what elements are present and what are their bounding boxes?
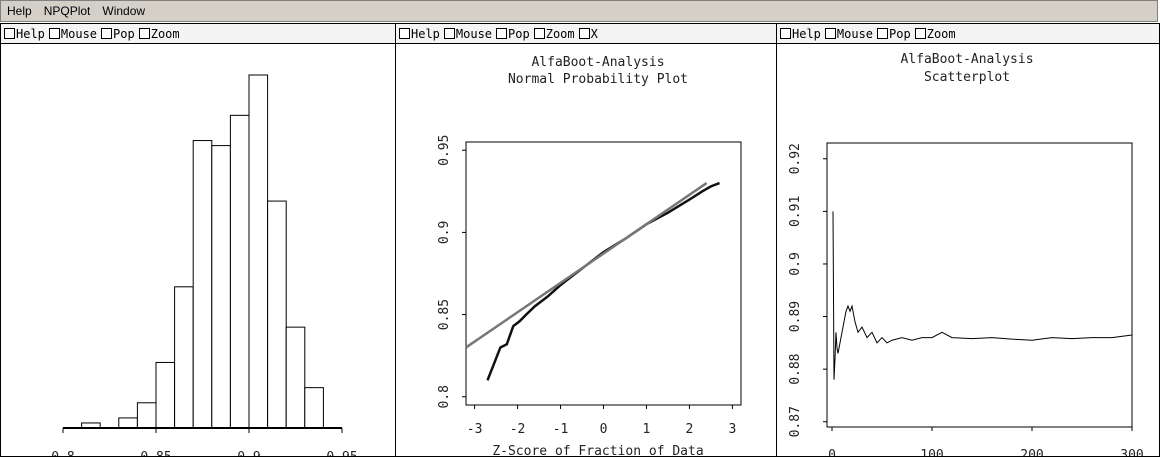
help-checkbox[interactable]: Help — [780, 27, 821, 41]
checkbox-box[interactable] — [443, 28, 455, 39]
checkbox-box[interactable] — [533, 28, 545, 39]
checkbox-box[interactable] — [578, 28, 590, 39]
checkbox-box[interactable] — [48, 28, 60, 39]
menu-window[interactable]: Window — [102, 4, 146, 18]
pop-checkbox[interactable]: Pop — [877, 27, 911, 41]
menu-help[interactable]: Help — [7, 4, 32, 18]
zoom-checkbox[interactable]: Zoom — [533, 27, 575, 41]
histogram-bar — [248, 74, 269, 429]
pop-checkbox[interactable]: Pop — [101, 27, 135, 41]
plot-frame — [465, 141, 742, 406]
normal-probability-panel: Help Mouse Pop Zoom X AlfaBoot-Analysis N… — [395, 23, 777, 457]
y-tick-label: 0.9 — [437, 221, 452, 244]
scatterplot-chart: AlfaBoot-Analysis Scatterplot 0 100 200 300 0.… — [788, 52, 1144, 456]
chart-subtitle: Normal Probability Plot — [508, 72, 688, 87]
y-tick-label: 0.88 — [788, 353, 803, 384]
histogram-panel: Help Mouse Pop Zoom 0.8 0.85 0.9 0.95 — [0, 23, 396, 457]
help-checkbox[interactable]: Help — [4, 27, 45, 41]
mouse-checkbox[interactable]: Mouse — [824, 27, 873, 41]
histogram-bar — [174, 286, 194, 429]
mouse-checkbox[interactable]: Mouse — [443, 27, 492, 41]
checkbox-box[interactable] — [496, 28, 508, 39]
histogram-chart: 0.8 0.85 0.9 0.95 — [51, 74, 358, 456]
checkbox-box[interactable] — [824, 28, 836, 39]
x-tick-label: -1 — [553, 422, 569, 437]
help-checkbox[interactable]: Help — [399, 27, 440, 41]
histogram-bar — [155, 361, 176, 429]
x-tick-label: -2 — [510, 422, 526, 437]
y-tick-label: 0.92 — [788, 143, 803, 174]
x-tick-label: 0 — [600, 422, 608, 437]
x-tick-label: 2 — [686, 422, 694, 437]
histogram-bar — [267, 200, 287, 429]
x-tick-label: 300 — [1120, 448, 1143, 456]
data-line — [832, 211, 1133, 380]
histogram-bar — [211, 145, 231, 429]
checkbox-box[interactable] — [4, 28, 15, 39]
x-checkbox[interactable]: X — [578, 27, 598, 41]
y-tick-label: 0.89 — [788, 301, 803, 332]
x-tick-label: -3 — [467, 422, 483, 437]
histogram-bar — [229, 114, 250, 429]
checkbox-box[interactable] — [101, 28, 113, 39]
chart-subtitle: Scatterplot — [924, 70, 1010, 85]
x-tick-label: 0.95 — [326, 450, 357, 456]
y-tick-label: 0.8 — [437, 385, 452, 408]
chart-title: AlfaBoot-Analysis — [531, 55, 664, 70]
checkbox-box[interactable] — [877, 28, 889, 39]
y-tick-label: 0.85 — [437, 299, 452, 330]
zoom-checkbox[interactable]: Zoom — [914, 27, 956, 41]
x-tick-label: 3 — [728, 422, 736, 437]
panel-toolbar: Help Mouse Pop Zoom X — [396, 24, 776, 44]
x-tick-label: 200 — [1020, 448, 1043, 456]
y-tick-label: 0.91 — [788, 196, 803, 227]
x-tick-label: 0.85 — [140, 450, 171, 456]
checkbox-box[interactable] — [780, 28, 791, 39]
menu-npqplot[interactable]: NPQPlot — [43, 4, 91, 18]
y-tick-label: 0.87 — [788, 406, 803, 437]
checkbox-box[interactable] — [914, 28, 926, 39]
histogram-bar — [285, 326, 306, 429]
checkbox-box[interactable] — [138, 28, 150, 39]
zoom-checkbox[interactable]: Zoom — [138, 27, 180, 41]
scatterplot-panel: Help Mouse Pop Zoom AlfaBoot-Analysis Sca… — [776, 23, 1160, 457]
checkbox-box[interactable] — [399, 28, 410, 39]
data-line — [486, 181, 720, 381]
x-tick-label: 0 — [828, 448, 836, 456]
x-axis-label: Z-Score of Fraction of Data — [492, 444, 703, 456]
histogram-bar — [304, 387, 324, 429]
x-tick-label: 1 — [643, 422, 651, 437]
chart-title: AlfaBoot-Analysis — [900, 52, 1033, 67]
reference-line — [465, 182, 708, 349]
y-tick-label: 0.95 — [437, 135, 452, 166]
pop-checkbox[interactable]: Pop — [496, 27, 530, 41]
x-tick-label: 100 — [920, 448, 943, 456]
histogram-bar — [118, 417, 138, 429]
plot-frame — [826, 142, 1133, 428]
y-tick-label: 0.9 — [788, 252, 803, 275]
mouse-checkbox[interactable]: Mouse — [48, 27, 97, 41]
x-tick-label: 0.9 — [237, 450, 260, 456]
panel-toolbar: Help Mouse Pop Zoom — [1, 24, 395, 44]
menu-bar: Help NPQPlot Window — [0, 0, 1158, 22]
histogram-bar — [136, 402, 157, 429]
panel-toolbar: Help Mouse Pop Zoom — [777, 24, 1159, 44]
histogram-bar — [192, 140, 213, 429]
x-tick-label: 0.8 — [51, 450, 74, 456]
normal-probability-chart: AlfaBoot-Analysis Normal Probability Plot… — [437, 55, 742, 456]
